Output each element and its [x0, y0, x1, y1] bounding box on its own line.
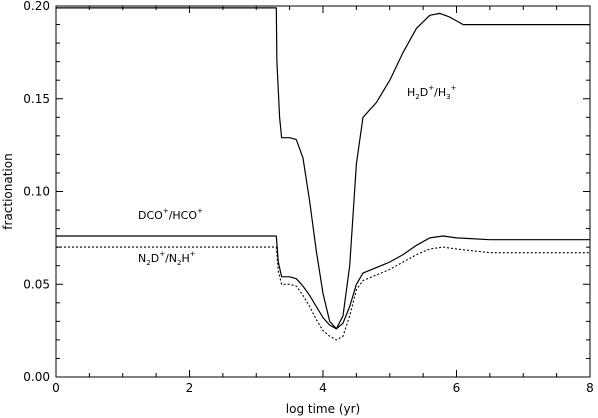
x-tick-label: 0 — [52, 381, 60, 395]
annotation-part: /N — [165, 252, 177, 265]
annotation-part: + — [190, 250, 196, 258]
x-tick-label: 8 — [586, 381, 594, 395]
y-tick-label: 0.15 — [23, 92, 50, 106]
n2d-series-line — [56, 246, 590, 341]
plot-frame — [55, 5, 591, 378]
annotation-part: D — [420, 86, 428, 99]
x-tick-label: 2 — [186, 381, 194, 395]
annotation-part: + — [451, 84, 457, 92]
y-tick-label: 0.20 — [23, 0, 50, 13]
annotation-part: + — [163, 207, 169, 215]
x-tick-label: 6 — [453, 381, 461, 395]
annotation-part: + — [428, 84, 434, 92]
annotations: H2D+/H3+DCO+/HCO+N2D+/N2H+ — [138, 84, 457, 267]
y-axis-label: fractionation — [1, 153, 15, 229]
annotation-part: N — [138, 252, 146, 265]
dco-annotation: DCO+/HCO+ — [138, 207, 203, 222]
tick-labels: 0 2 4 6 8 0.00 0.05 0.10 0.15 0.20 — [23, 0, 594, 395]
x-tick-label: 4 — [319, 381, 327, 395]
x-axis-label: log time (yr) — [286, 402, 360, 416]
annotation-part: 2 — [146, 259, 150, 267]
y-tick-label: 0.05 — [23, 277, 50, 291]
annotation-part: 2 — [415, 93, 419, 101]
y-tick-label: 0.10 — [23, 185, 50, 199]
h2d-annotation: H2D+/H3+ — [407, 84, 457, 101]
annotation-part: H — [407, 86, 415, 99]
axis-ticks — [55, 5, 591, 378]
dco-series-line — [56, 235, 590, 330]
annotation-part: 2 — [177, 259, 181, 267]
n2d-annotation: N2D+/N2H+ — [138, 250, 196, 267]
annotation-part: /HCO — [169, 209, 198, 222]
annotation-part: /H — [434, 86, 446, 99]
annotation-part: D — [151, 252, 159, 265]
series-layer — [56, 7, 590, 341]
annotation-part: + — [197, 207, 203, 215]
annotation-part: 3 — [446, 93, 450, 101]
h2d-series-line — [56, 7, 590, 330]
y-tick-label: 0.00 — [23, 370, 50, 384]
annotation-part: + — [159, 250, 165, 258]
annotation-part: H — [181, 252, 189, 265]
annotation-part: DCO — [138, 209, 163, 222]
